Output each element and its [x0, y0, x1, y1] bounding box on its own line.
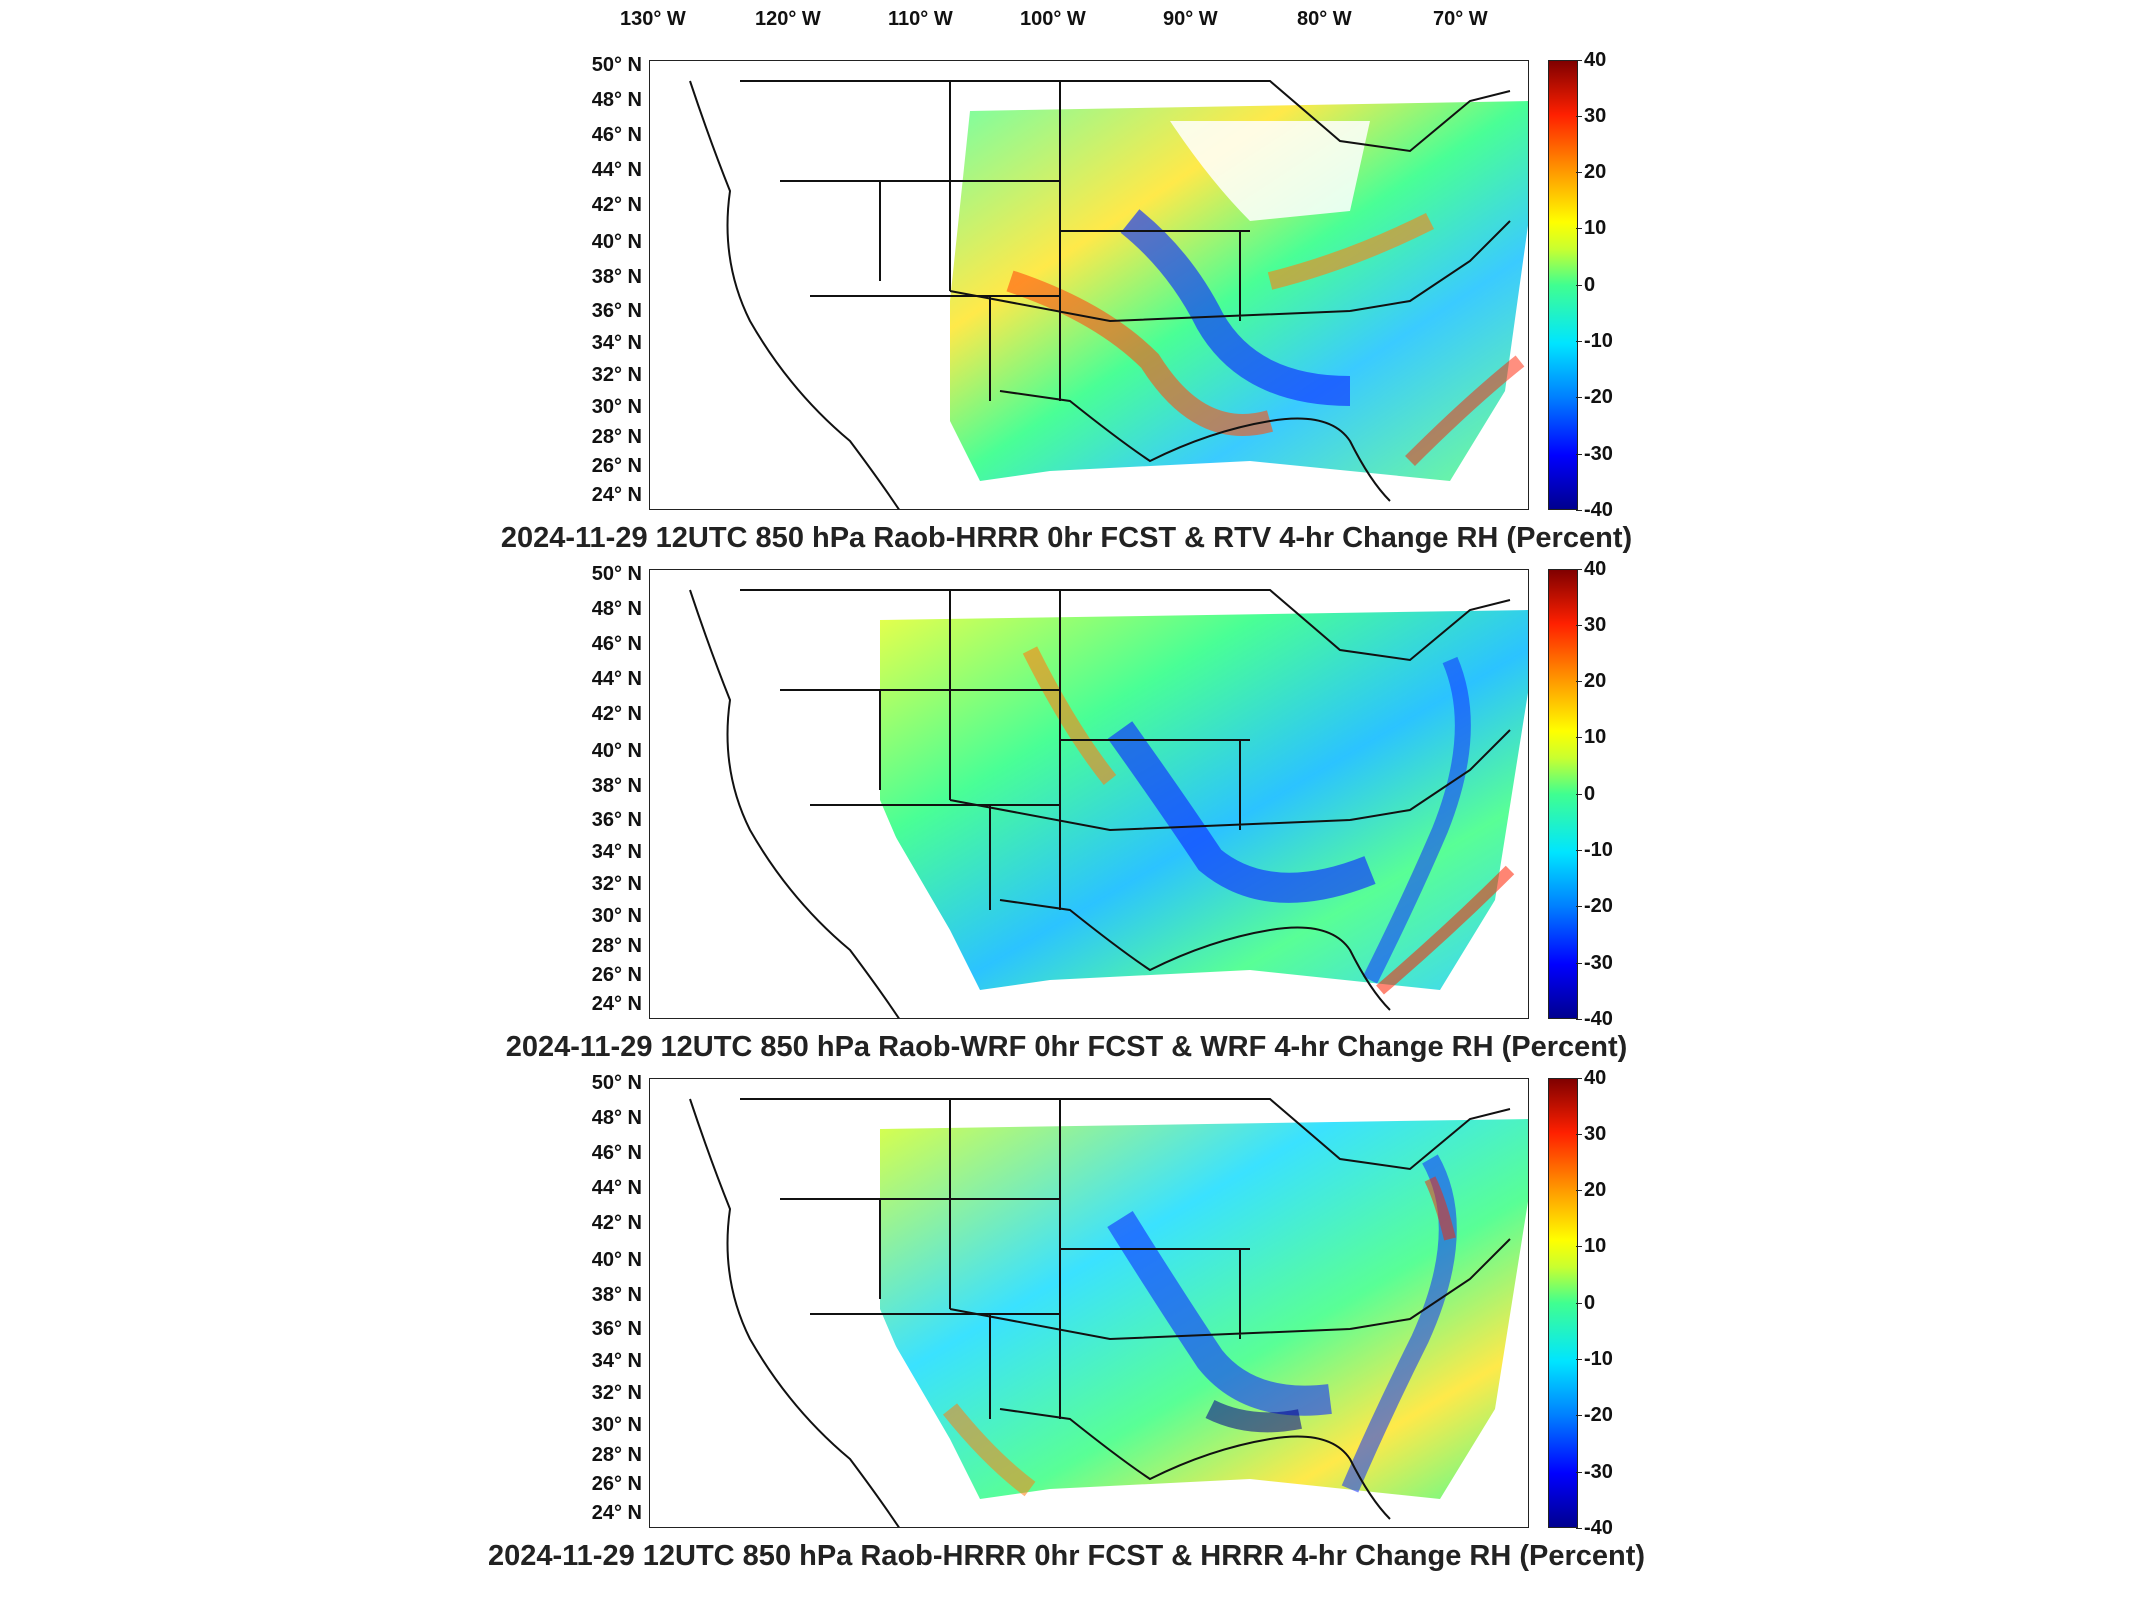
latitude-label: 34° N: [591, 332, 642, 354]
colorbar-tick: -20: [1576, 386, 1613, 408]
latitude-label: 28° N: [591, 426, 642, 448]
colorbar-tick: 30: [1575, 614, 1607, 636]
latitude-label: 40° N: [591, 740, 642, 762]
rh-change-map: [650, 80, 1528, 509]
latitude-label: 42° N: [591, 1212, 642, 1234]
latitude-label: 28° N: [591, 935, 642, 957]
longitude-label-70w: 70° W: [1433, 8, 1488, 30]
latitude-label: 26° N: [591, 964, 642, 986]
colorbar: [1548, 569, 1578, 1019]
latitude-label: 44° N: [591, 159, 642, 181]
longitude-label-110w: 110° W: [888, 8, 953, 30]
latitude-label: 38° N: [591, 1284, 642, 1306]
colorbar-tick: -30: [1576, 443, 1613, 465]
latitude-label: 32° N: [591, 873, 642, 895]
latitude-label: 46° N: [591, 1142, 642, 1164]
colorbar-tick: -10: [1576, 839, 1613, 861]
longitude-label-120w: 120° W: [755, 8, 821, 30]
colorbar-tick: 10: [1575, 1235, 1607, 1257]
colorbar: [1548, 1078, 1578, 1528]
colorbar-tick: -10: [1576, 1348, 1613, 1370]
latitude-label: 36° N: [591, 809, 642, 831]
latitude-label: 46° N: [591, 633, 642, 655]
latitude-label: 48° N: [591, 89, 642, 111]
latitude-label: 38° N: [591, 775, 642, 797]
longitude-label-80w: 80° W: [1297, 8, 1352, 30]
latitude-label: 32° N: [591, 1382, 642, 1404]
latitude-label: 36° N: [591, 1318, 642, 1340]
map-frame: [649, 569, 1529, 1019]
rh-panel-hrrr: 50° N 48° N 46° N 44° N 42° N 40° N 38° …: [0, 1068, 2133, 1598]
rh-panel-wrf: 50° N 48° N 46° N 44° N 42° N 40° N 38° …: [0, 559, 2133, 1089]
latitude-label: 24° N: [591, 993, 642, 1015]
latitude-label: 42° N: [591, 703, 642, 725]
panel-title: 2024-11-29 12UTC 850 hPa Raob-WRF 0hr FC…: [505, 1031, 1628, 1063]
rh-panel-rtv: 50° N 48° N 46° N 44° N 42° N 40° N 38° …: [0, 50, 2133, 580]
rh-change-map: [650, 589, 1528, 1018]
latitude-label: 50° N: [591, 563, 642, 585]
colorbar-tick: 0: [1575, 1292, 1596, 1314]
rh-change-map: [650, 1098, 1528, 1527]
colorbar-tick: -20: [1576, 1404, 1613, 1426]
panel-title: 2024-11-29 12UTC 850 hPa Raob-HRRR 0hr F…: [500, 522, 1633, 554]
map-frame: [649, 1078, 1529, 1528]
colorbar-tick: -10: [1576, 330, 1613, 352]
latitude-label: 44° N: [591, 668, 642, 690]
colorbar-tick: -40: [1576, 1008, 1613, 1030]
colorbar: [1548, 60, 1578, 510]
colorbar-tick: 10: [1575, 217, 1607, 239]
colorbar-tick: 20: [1575, 670, 1607, 692]
colorbar-tick: -40: [1576, 499, 1613, 521]
colorbar-tick: 30: [1575, 105, 1607, 127]
latitude-label: 40° N: [591, 1249, 642, 1271]
colorbar-tick: -20: [1576, 895, 1613, 917]
latitude-label: 48° N: [591, 1107, 642, 1129]
colorbar-tick: 10: [1575, 726, 1607, 748]
panel-title: 2024-11-29 12UTC 850 hPa Raob-HRRR 0hr F…: [487, 1540, 1646, 1572]
colorbar-tick: 20: [1575, 161, 1607, 183]
colorbar-tick: -30: [1576, 1461, 1613, 1483]
colorbar-tick: 40: [1575, 1067, 1607, 1089]
latitude-label: 44° N: [591, 1177, 642, 1199]
longitude-label-130w: 130° W: [620, 8, 686, 30]
longitude-label-100w: 100° W: [1020, 8, 1086, 30]
latitude-label: 40° N: [591, 231, 642, 253]
latitude-label: 36° N: [591, 300, 642, 322]
latitude-label: 50° N: [591, 54, 642, 76]
latitude-label: 30° N: [591, 1414, 642, 1436]
colorbar-tick: -40: [1576, 1517, 1613, 1539]
latitude-label: 28° N: [591, 1444, 642, 1466]
latitude-label: 24° N: [591, 484, 642, 506]
latitude-label: 34° N: [591, 841, 642, 863]
colorbar-tick: 0: [1575, 274, 1596, 296]
colorbar-tick: 40: [1575, 49, 1607, 71]
latitude-label: 50° N: [591, 1072, 642, 1094]
latitude-label: 48° N: [591, 598, 642, 620]
colorbar-tick: 20: [1575, 1179, 1607, 1201]
latitude-label: 30° N: [591, 396, 642, 418]
colorbar-tick: 40: [1575, 558, 1607, 580]
latitude-label: 34° N: [591, 1350, 642, 1372]
latitude-label: 38° N: [591, 266, 642, 288]
colorbar-tick: -30: [1576, 952, 1613, 974]
latitude-label: 26° N: [591, 1473, 642, 1495]
latitude-label: 32° N: [591, 364, 642, 386]
latitude-label: 46° N: [591, 124, 642, 146]
latitude-label: 42° N: [591, 194, 642, 216]
colorbar-tick: 30: [1575, 1123, 1607, 1145]
latitude-label: 24° N: [591, 1502, 642, 1524]
latitude-label: 26° N: [591, 455, 642, 477]
latitude-label: 30° N: [591, 905, 642, 927]
colorbar-tick: 0: [1575, 783, 1596, 805]
map-frame: [649, 60, 1529, 510]
longitude-label-90w: 90° W: [1163, 8, 1218, 30]
